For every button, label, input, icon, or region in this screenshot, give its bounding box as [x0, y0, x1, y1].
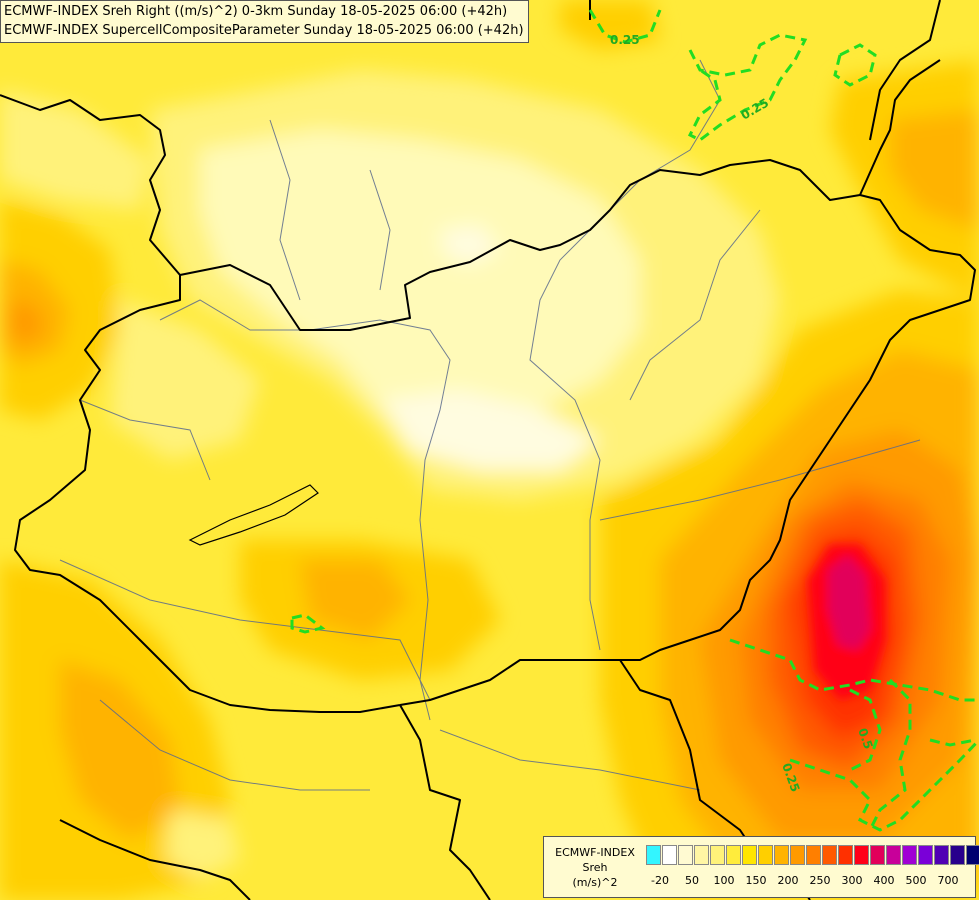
map-title-box: ECMWF-INDEX Sreh Right ((m/s)^2) 0-3km S…	[0, 0, 529, 43]
legend-swatch	[678, 845, 693, 865]
border-east	[399, 194, 976, 706]
border-north	[0, 59, 941, 331]
pale-spot-n	[440, 225, 500, 265]
legend-tick-labels: -20 50 100 150 200 250 300 400 500 700	[646, 874, 976, 890]
scp-contour-top-left	[588, 9, 662, 44]
contour-label-top-left: 0.25	[610, 33, 640, 47]
legend-swatch	[822, 845, 837, 865]
orange-northeast-core	[890, 110, 979, 230]
legend-swatch	[646, 845, 661, 865]
legend-swatch	[838, 845, 853, 865]
legend-tick-label: 100	[713, 874, 735, 887]
river-north-2	[369, 169, 391, 291]
border-southwest	[59, 819, 251, 900]
legend-tick-label: 400	[873, 874, 895, 887]
river-tisza	[529, 59, 721, 651]
legend-title: ECMWF-INDEX Sreh (m/s)^2	[546, 845, 644, 890]
legend-swatch	[950, 845, 965, 865]
river-north-1	[269, 119, 301, 301]
legend-swatches	[646, 845, 979, 865]
color-legend: ECMWF-INDEX Sreh (m/s)^2 -20 50 100 150 200 2…	[543, 836, 979, 898]
pale-southwest-spot	[165, 810, 240, 880]
legend-tick-label: 300	[841, 874, 863, 887]
legend-swatch	[742, 845, 757, 865]
river-west-1	[79, 399, 211, 481]
legend-swatch	[934, 845, 949, 865]
pale-region-inner	[200, 130, 640, 430]
pale-band-west	[0, 90, 150, 210]
scp-contour-se-1	[729, 638, 979, 702]
scp-contour-se-4	[868, 678, 912, 831]
legend-title-line2: Sreh	[582, 861, 608, 874]
border-south	[399, 704, 491, 900]
sreh-core-layer	[808, 545, 885, 700]
legend-swatch	[966, 845, 979, 865]
river-drava	[59, 559, 431, 701]
legend-swatch	[790, 845, 805, 865]
crimson-core	[828, 555, 870, 650]
legend-swatch	[902, 845, 917, 865]
legend-tick-label: 150	[745, 874, 767, 887]
title-line-sreh: ECMWF-INDEX Sreh Right ((m/s)^2) 0-3km S…	[4, 4, 508, 19]
pale-region-sw	[110, 300, 260, 460]
scp-contour-se-2	[789, 738, 979, 832]
lake-balaton	[188, 484, 319, 546]
legend-swatch	[918, 845, 933, 865]
rivers	[59, 59, 921, 791]
legend-swatch	[694, 845, 709, 865]
legend-tick-label: 50	[685, 874, 699, 887]
scp-contour-top-center	[687, 33, 808, 142]
border-northeast	[869, 0, 941, 141]
orange-south-central-core	[300, 560, 410, 640]
legend-tick-label: 200	[777, 874, 799, 887]
legend-swatch	[806, 845, 821, 865]
scp-contour-top-right	[833, 43, 877, 87]
river-danube	[159, 299, 451, 721]
legend-tick-label: -20	[651, 874, 669, 887]
scp-contour-small-west	[290, 613, 326, 634]
contour-label-bottom-a: 0.5	[855, 726, 875, 751]
river-south-1	[439, 729, 701, 791]
legend-swatch	[758, 845, 773, 865]
scp-contour-se-3	[849, 688, 882, 772]
scp-contours	[290, 9, 979, 832]
legend-swatch	[726, 845, 741, 865]
pale-region-center	[380, 390, 600, 470]
legend-swatch	[854, 845, 869, 865]
river-mures	[599, 439, 921, 521]
legend-tick-label: 250	[809, 874, 831, 887]
title-line-scp: ECMWF-INDEX SupercellCompositeParameter …	[4, 23, 524, 38]
legend-tick-label: 500	[905, 874, 927, 887]
legend-swatch	[870, 845, 885, 865]
border-west	[14, 275, 401, 713]
legend-swatch	[662, 845, 677, 865]
legend-tick-label: 700	[937, 874, 959, 887]
orange-north-small	[560, 0, 660, 50]
river-east-1	[629, 209, 761, 401]
orange-southwest-core	[60, 660, 180, 840]
legend-swatch	[710, 845, 725, 865]
river-southwest	[99, 699, 370, 791]
legend-swatch	[774, 845, 789, 865]
legend-swatch	[886, 845, 901, 865]
legend-title-line1: ECMWF-INDEX	[555, 846, 635, 859]
legend-title-line3: (m/s)^2	[572, 876, 618, 889]
scp-contour-se-5	[929, 738, 976, 747]
orange-west-dark	[8, 300, 45, 345]
